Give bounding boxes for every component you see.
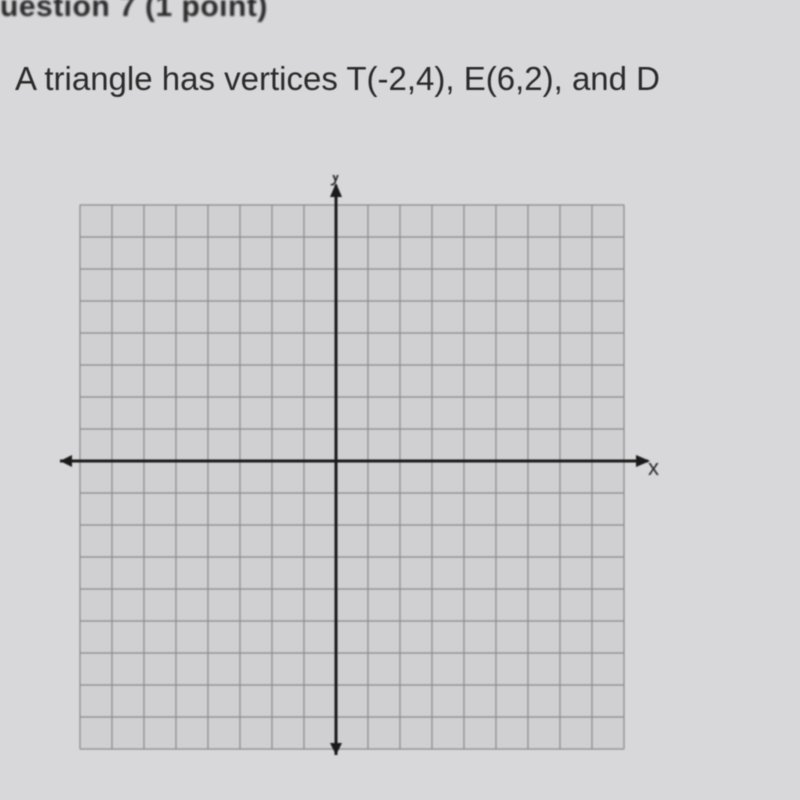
y-axis-label: y: [330, 175, 341, 186]
question-header-partial: uestion 7 (1 point): [0, 0, 268, 24]
coordinate-grid: y x: [50, 175, 660, 755]
question-prompt: A triangle has vertices T(-2,4), E(6,2),…: [15, 60, 660, 98]
x-axis-label: x: [648, 455, 659, 480]
coordinate-grid-container: y x: [50, 175, 660, 755]
grid-background: [80, 205, 624, 749]
